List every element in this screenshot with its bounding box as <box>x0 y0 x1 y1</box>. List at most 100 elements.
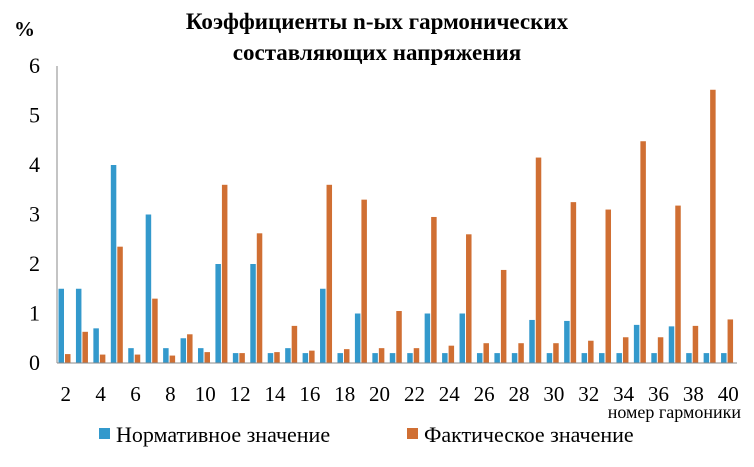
bar-normative <box>389 353 396 363</box>
bar-actual <box>326 184 333 363</box>
bar-actual <box>221 184 228 363</box>
bar-normative <box>163 348 169 363</box>
x-tick-label: 2 <box>60 382 71 406</box>
bar-actual <box>727 319 734 363</box>
bar-normative <box>651 353 657 363</box>
legend: Нормативное значение Фактическое значени… <box>99 422 634 447</box>
x-tick-label: 8 <box>165 382 176 406</box>
y-tick-label: 2 <box>29 251 40 276</box>
bar-normative <box>476 353 483 363</box>
bar-actual <box>343 349 350 363</box>
bar-actual <box>675 205 681 363</box>
bar-actual <box>588 340 594 363</box>
y-tick-label: 1 <box>29 301 40 326</box>
bar-actual <box>605 209 612 363</box>
bar-actual <box>657 337 664 363</box>
bar-normative <box>337 353 343 363</box>
bar-normative <box>75 288 82 363</box>
x-tick-label: 36 <box>648 382 669 406</box>
x-tick-label: 26 <box>474 382 495 406</box>
bar-actual <box>152 298 158 363</box>
bar-normative <box>599 353 605 363</box>
bar-normative <box>442 353 448 363</box>
bar-actual <box>82 331 88 363</box>
bar-normative <box>546 353 553 363</box>
bar-actual <box>204 352 210 363</box>
bar-normative <box>354 313 361 363</box>
bar-normative <box>703 353 710 363</box>
legend-label-actual: Фактическое значение <box>424 422 634 447</box>
bar-normative <box>529 319 535 363</box>
bar-normative <box>128 348 134 363</box>
bar-normative <box>494 353 500 363</box>
bar-actual <box>361 199 367 363</box>
legend-label-normative: Нормативное значение <box>116 422 330 447</box>
bar-actual <box>134 354 141 363</box>
bar-actual <box>396 311 402 363</box>
bar-actual <box>99 354 106 363</box>
bar-actual <box>570 202 577 364</box>
bar-actual <box>622 337 629 363</box>
bar-actual <box>65 354 71 363</box>
bar-actual <box>483 343 489 363</box>
x-tick-label: 4 <box>95 382 106 406</box>
x-tick-label: 18 <box>334 382 355 406</box>
y-tick-label: 3 <box>29 202 40 227</box>
bar-normative <box>267 353 274 363</box>
legend-swatch-normative <box>99 428 110 439</box>
bar-normative <box>633 324 640 363</box>
bar-actual <box>274 352 280 363</box>
bar-actual <box>535 157 542 363</box>
y-axis-unit-label: % <box>14 17 35 41</box>
bar-actual <box>431 216 437 363</box>
x-tick-label: 38 <box>683 382 704 406</box>
bar-normative <box>511 353 518 363</box>
bar-actual <box>378 348 385 363</box>
y-tick-label: 5 <box>29 103 40 128</box>
bar-normative <box>721 353 727 363</box>
bar-actual <box>553 343 559 363</box>
x-tick-label: 14 <box>264 382 286 406</box>
bar-actual <box>309 350 315 364</box>
bar-normative <box>197 348 204 363</box>
bar-normative <box>180 338 187 363</box>
bar-actual <box>710 89 716 363</box>
bar-normative <box>407 353 413 363</box>
bar-normative <box>302 353 309 363</box>
x-axis-title: номер гармоники <box>608 402 742 422</box>
x-tick-label: 24 <box>439 382 461 406</box>
x-tick-label: 40 <box>718 382 739 406</box>
bar-normative <box>110 165 117 363</box>
x-tick-label: 28 <box>509 382 530 406</box>
x-tick-label: 10 <box>195 382 216 406</box>
bar-normative <box>564 320 570 363</box>
x-tick-label: 16 <box>299 382 320 406</box>
x-tick-label: 34 <box>613 382 635 406</box>
bar-actual <box>518 343 524 363</box>
x-tick-label: 20 <box>369 382 390 406</box>
bar-normative <box>285 348 291 363</box>
bars <box>58 89 734 364</box>
x-tick-label: 6 <box>130 382 141 406</box>
bar-normative <box>372 353 378 363</box>
bar-actual <box>187 334 193 363</box>
bar-actual <box>256 233 263 363</box>
x-tick-label: 12 <box>230 382 251 406</box>
bar-normative <box>232 353 239 363</box>
bar-actual <box>239 353 245 363</box>
y-tick-label: 6 <box>29 53 40 78</box>
bar-actual <box>448 345 455 363</box>
bar-normative <box>424 313 431 363</box>
chart-title-line1: Коэффициенты n-ых гармонических <box>186 9 569 34</box>
bar-actual <box>692 325 699 364</box>
bar-normative <box>616 353 622 363</box>
chart-title-line2: составляющих напряжения <box>233 40 521 65</box>
bar-normative <box>320 288 326 363</box>
y-tick-label: 0 <box>29 350 40 375</box>
bar-normative <box>581 353 588 363</box>
bar-normative <box>93 328 99 363</box>
bar-normative <box>668 326 675 363</box>
bar-normative <box>459 313 466 363</box>
